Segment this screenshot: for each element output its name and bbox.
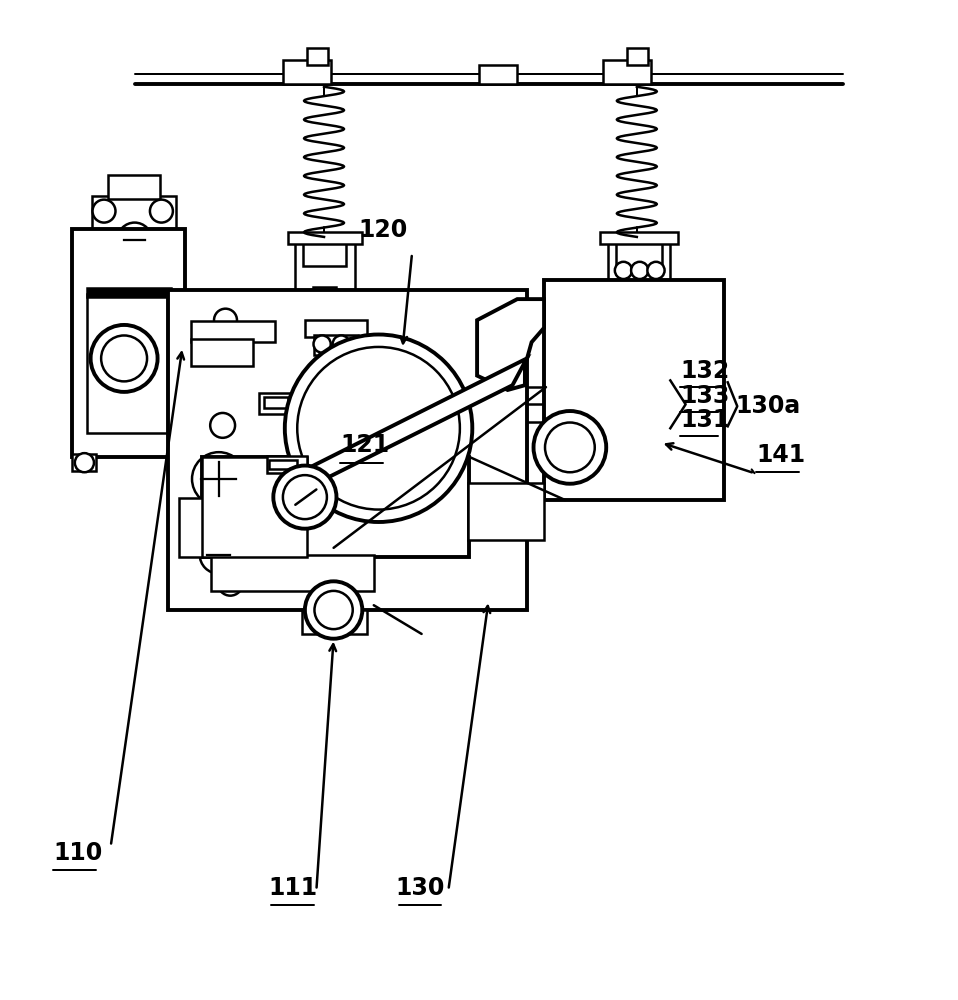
Bar xyxy=(302,610,367,634)
Circle shape xyxy=(192,452,245,506)
Circle shape xyxy=(314,591,353,629)
Bar xyxy=(319,354,353,371)
Circle shape xyxy=(332,335,350,353)
Bar xyxy=(303,237,346,266)
Bar xyxy=(168,290,527,610)
Bar xyxy=(201,457,307,557)
Bar xyxy=(266,456,307,473)
Bar xyxy=(211,555,374,591)
Bar xyxy=(307,48,328,65)
Bar xyxy=(283,60,331,84)
Circle shape xyxy=(305,581,362,639)
Circle shape xyxy=(118,223,151,257)
Circle shape xyxy=(285,335,472,522)
Bar xyxy=(268,460,297,469)
Bar xyxy=(604,60,651,84)
Circle shape xyxy=(93,200,116,223)
Text: 141: 141 xyxy=(757,443,806,467)
Circle shape xyxy=(214,309,237,332)
Bar xyxy=(314,335,357,355)
Circle shape xyxy=(545,423,595,472)
Circle shape xyxy=(313,335,331,353)
Bar xyxy=(263,397,287,408)
Circle shape xyxy=(615,262,632,279)
Circle shape xyxy=(534,411,606,484)
Polygon shape xyxy=(283,358,527,500)
Bar xyxy=(87,294,171,433)
Bar xyxy=(87,288,171,297)
Circle shape xyxy=(283,475,327,519)
Bar xyxy=(108,175,160,199)
Circle shape xyxy=(91,325,157,392)
Text: 121: 121 xyxy=(340,433,389,457)
Bar xyxy=(305,320,367,337)
Text: 130: 130 xyxy=(395,876,445,900)
Bar xyxy=(627,48,649,65)
Bar xyxy=(178,498,203,557)
Text: 120: 120 xyxy=(358,218,408,242)
Circle shape xyxy=(297,347,460,510)
Bar xyxy=(312,287,336,323)
Circle shape xyxy=(631,262,649,279)
Bar xyxy=(616,237,662,266)
Circle shape xyxy=(217,571,242,596)
Text: 130a: 130a xyxy=(736,394,801,418)
Circle shape xyxy=(149,200,172,223)
Bar xyxy=(191,339,253,366)
Circle shape xyxy=(75,453,94,472)
Bar xyxy=(287,232,362,244)
Bar xyxy=(608,234,671,290)
Circle shape xyxy=(648,262,665,279)
Circle shape xyxy=(273,466,336,529)
Text: 133: 133 xyxy=(680,384,729,408)
Bar xyxy=(73,454,97,471)
Bar xyxy=(468,483,544,540)
Bar xyxy=(73,229,185,457)
Circle shape xyxy=(210,413,235,438)
Bar xyxy=(626,287,650,323)
Polygon shape xyxy=(477,299,544,390)
Text: 132: 132 xyxy=(680,359,729,383)
Bar xyxy=(544,280,724,500)
Bar xyxy=(191,321,275,342)
Circle shape xyxy=(102,335,148,381)
Text: 111: 111 xyxy=(268,876,317,900)
Bar xyxy=(295,234,354,290)
Bar xyxy=(92,196,175,232)
Bar xyxy=(259,393,295,414)
Circle shape xyxy=(199,535,238,574)
Text: 131: 131 xyxy=(680,408,729,432)
Text: 110: 110 xyxy=(54,841,103,865)
Bar xyxy=(201,457,469,557)
Bar xyxy=(601,232,678,244)
Bar xyxy=(479,65,517,84)
